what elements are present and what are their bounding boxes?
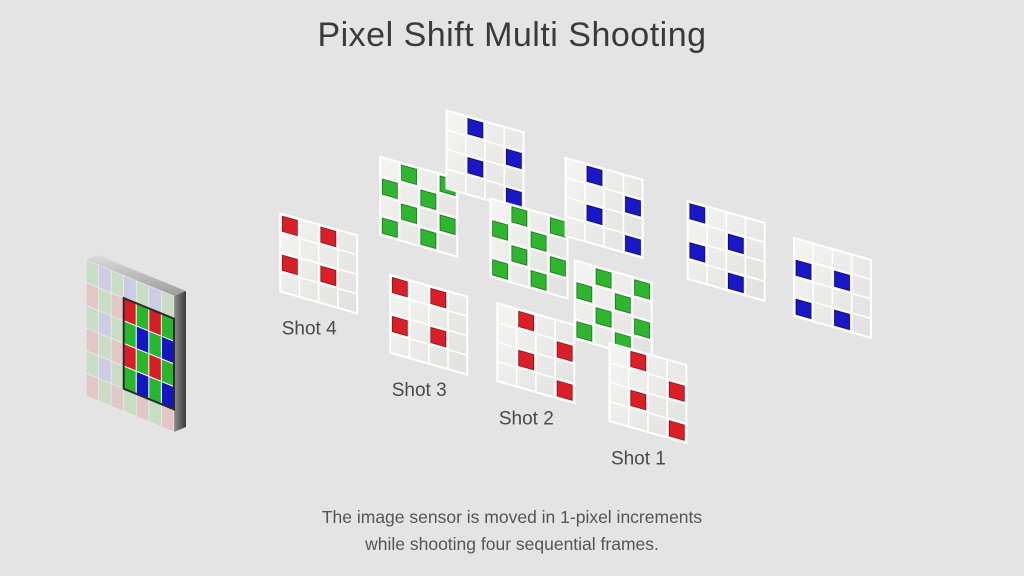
svg-text:Shot 2: Shot 2 [499,408,554,429]
svg-text:Shot 3: Shot 3 [392,380,447,401]
svg-text:Shot 1: Shot 1 [611,448,666,469]
svg-text:Shot 4: Shot 4 [282,319,337,340]
